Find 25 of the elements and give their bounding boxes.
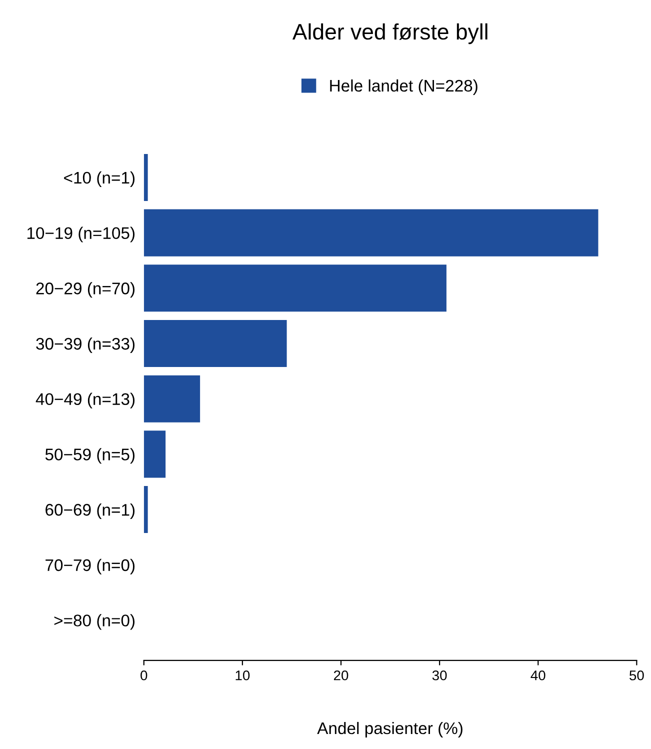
x-tick-label: 0	[140, 670, 148, 680]
x-tick-label: 40	[530, 670, 546, 680]
y-tick-label: <10 (n=1)	[64, 171, 135, 187]
y-tick-label: 20−29 (n=70)	[36, 282, 135, 298]
y-tick-label: 50−59 (n=5)	[45, 448, 135, 464]
y-tick-label: 40−49 (n=13)	[36, 392, 135, 408]
legend-label: Hele landet (N=228)	[330, 79, 478, 95]
y-tick-label: 30−39 (n=33)	[36, 337, 135, 353]
chart-title: Alder ved første byll	[292, 23, 488, 44]
bar	[144, 486, 148, 534]
x-tick-label: 50	[630, 670, 644, 680]
bar	[144, 264, 446, 312]
bar	[144, 375, 200, 422]
bar	[144, 320, 287, 368]
bar	[144, 209, 598, 256]
y-tick-label: 60−69 (n=1)	[46, 503, 135, 520]
x-tick-label: 30	[432, 670, 447, 680]
bar	[144, 430, 166, 478]
y-tick-label: 70−79 (n=0)	[46, 558, 135, 574]
x-axis-title: Andel pasienter (%)	[317, 722, 462, 738]
x-tick-label: 10	[236, 670, 250, 680]
y-tick-label: 10−19 (n=105)	[27, 226, 135, 242]
y-tick-label: >=80 (n=0)	[54, 614, 135, 630]
x-tick-label: 20	[334, 670, 348, 680]
bar	[144, 154, 148, 201]
